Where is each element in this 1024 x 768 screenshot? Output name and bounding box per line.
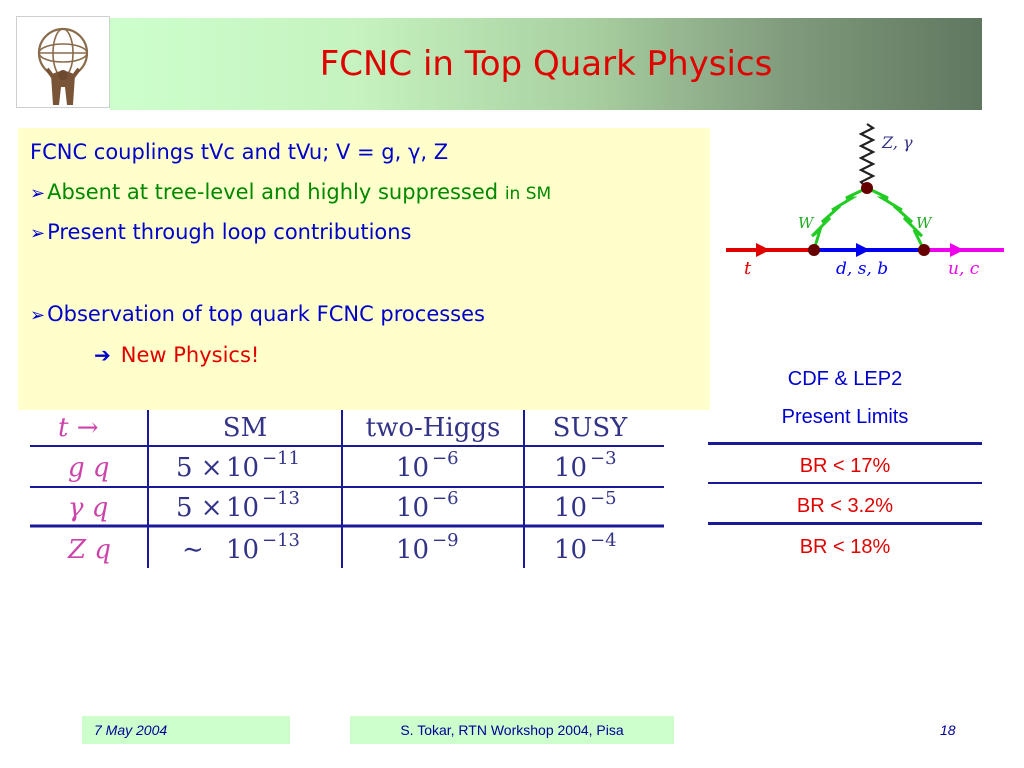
table-header-sm: SM	[223, 413, 267, 443]
table-header-two-higgs: two-Higgs	[366, 413, 501, 443]
w-boson-left	[810, 186, 868, 251]
limits-header-title: Present Limits	[781, 406, 909, 428]
higgs-exponent: −9	[432, 530, 459, 551]
label-w-left: W	[798, 214, 815, 232]
susy-exponent: −4	[590, 530, 617, 551]
label-top: t	[744, 258, 752, 279]
sm-mantissa: 5 ×	[176, 453, 223, 483]
table-row: γ q 5 × 10 −13 10 −6 10 −5	[68, 488, 617, 523]
title-bar-background	[110, 18, 982, 110]
label-uc: u, c	[948, 259, 980, 279]
limit-value: BR < 3.2%	[796, 495, 894, 517]
higgs-exponent: −6	[432, 488, 459, 509]
bullet-text-new-physics: New Physics!	[120, 343, 260, 367]
sm-base: 10	[226, 493, 259, 523]
sm-base: 10	[226, 453, 259, 483]
top-quark-arrow-icon	[756, 243, 770, 257]
limits-divider	[708, 482, 982, 484]
bullet-box: FCNC couplings tVc and tVu; V = g, γ, Z …	[18, 128, 710, 410]
higgs-base: 10	[396, 453, 429, 483]
vertex-top	[861, 182, 873, 194]
neutral-boson-line	[858, 123, 876, 189]
bullet-item-absent: ➢Absent at tree-level and highly suppres…	[30, 180, 551, 204]
limit-value: BR < 18%	[799, 536, 891, 558]
footer-page-number: 18	[940, 722, 956, 738]
sm-base: 10	[226, 535, 259, 565]
sm-exponent: −11	[262, 448, 300, 469]
table-header-process: t →	[58, 413, 99, 443]
limits-divider	[708, 522, 982, 525]
arrow-bullet-icon: ➢	[30, 183, 46, 204]
footer-author: S. Tokar, RTN Workshop 2004, Pisa	[350, 716, 674, 744]
light-quark-arrow-icon	[950, 243, 964, 257]
sm-mantissa: ∼	[182, 535, 204, 565]
label-dsb: d, s, b	[836, 259, 888, 279]
atlas-logo	[16, 16, 110, 108]
vertex-left	[808, 244, 820, 256]
right-arrow-icon: ➔	[94, 343, 111, 367]
susy-base: 10	[554, 535, 587, 565]
table-header-susy: SUSY	[553, 413, 629, 443]
sm-mantissa: 5 ×	[176, 493, 223, 523]
bullet-item-new-physics: ➔ New Physics!	[94, 343, 259, 367]
row-process: Z q	[67, 535, 111, 565]
vertex-right	[918, 244, 930, 256]
susy-exponent: −5	[590, 488, 617, 509]
limits-divider	[708, 442, 982, 445]
row-process: γ q	[68, 493, 108, 523]
internal-quark-arrow-icon	[856, 243, 870, 257]
bullet-item-observation: ➢Observation of top quark FCNC processes	[30, 302, 485, 326]
row-process: g q	[68, 453, 110, 483]
sm-exponent: −13	[262, 488, 300, 509]
label-z-gamma: Z, γ	[881, 133, 913, 152]
label-w-right: W	[916, 214, 933, 232]
sm-exponent: −13	[262, 530, 300, 551]
slide-title: FCNC in Top Quark Physics	[319, 44, 773, 84]
bullet-text-in-sm: in SM	[504, 184, 552, 204]
atlas-figure-icon	[37, 27, 89, 105]
arrow-bullet-icon: ➢	[30, 223, 46, 244]
bullet-text-observation: Observation of top quark FCNC processes	[47, 302, 485, 326]
higgs-base: 10	[396, 535, 429, 565]
footer-date: 7 May 2004	[82, 716, 290, 744]
susy-exponent: −3	[590, 448, 617, 469]
bullet-text-loop: Present through loop contributions	[47, 220, 412, 244]
table-row: g q 5 × 10 −11 10 −6 10 −3	[68, 448, 617, 483]
susy-base: 10	[554, 453, 587, 483]
bullet-line-couplings: FCNC couplings tVc and tVu; V = g, γ, Z	[30, 140, 449, 164]
higgs-exponent: −6	[432, 448, 459, 469]
bullet-item-loop: ➢Present through loop contributions	[30, 220, 412, 244]
arrow-bullet-icon: ➢	[30, 305, 46, 326]
susy-base: 10	[554, 493, 587, 523]
bullet-text-absent: Absent at tree-level and highly suppress…	[47, 180, 505, 204]
limits-header-source: CDF & LEP2	[787, 368, 903, 390]
w-boson-right	[866, 186, 926, 251]
higgs-base: 10	[396, 493, 429, 523]
limit-value: BR < 17%	[799, 455, 891, 477]
table-row: Z q ∼ 10 −13 10 −9 10 −4	[67, 530, 617, 565]
feynman-diagram: Z, γ W W t d, s, b u, c	[726, 123, 1004, 279]
branching-ratio-table: t → SM two-Higgs SUSY g q 5 × 10 −11 10 …	[30, 410, 664, 568]
